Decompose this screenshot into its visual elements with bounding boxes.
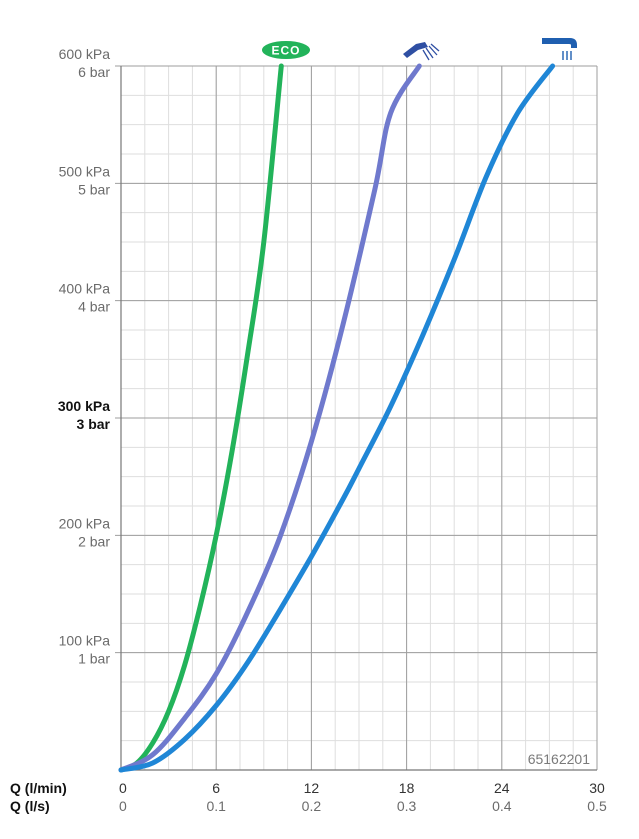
x-tick-label-lmin: 18 xyxy=(399,780,415,796)
bath-spout-icon xyxy=(542,38,577,60)
y-tick-label-kpa: 100 kPa xyxy=(59,633,111,649)
x-axis-label-ls: Q (l/s) xyxy=(10,798,50,814)
x-axis-ticks: 0 0 6 0.1 12 0.2 18 0.3 24 0.4 30 0.5 xyxy=(119,780,607,814)
x-tick-label-ls: 0.3 xyxy=(397,798,417,814)
series-lines xyxy=(118,63,556,773)
x-tick-label-ls: 0.5 xyxy=(587,798,607,814)
y-tick-label-bar: 4 bar xyxy=(78,299,110,315)
y-tick-label-bar: 1 bar xyxy=(78,651,110,667)
eco-label: ECO xyxy=(271,44,300,58)
y-tick-label-bar: 6 bar xyxy=(78,64,110,80)
y-axis-ticks: 100 kPa 1 bar 200 kPa 2 bar 300 kPa 3 bar 400 … xyxy=(58,46,111,667)
eco-badge-icon: ECO xyxy=(262,41,310,59)
y-tick-label-kpa: 300 kPa xyxy=(58,398,110,414)
x-tick-label-ls: 0.1 xyxy=(206,798,226,814)
series-line-eco xyxy=(118,63,284,773)
x-axis-label-lmin: Q (l/min) xyxy=(10,780,67,796)
x-tick-label-lmin: 12 xyxy=(304,780,320,796)
y-tick-label-kpa: 200 kPa xyxy=(59,515,111,531)
y-tick-label-bar: 3 bar xyxy=(77,416,111,432)
x-tick-label-lmin: 6 xyxy=(212,780,220,796)
y-tick-label-kpa: 600 kPa xyxy=(59,46,111,62)
y-tick-label-kpa: 500 kPa xyxy=(59,163,111,179)
x-tick-label-lmin: 24 xyxy=(494,780,510,796)
series-icons: ECO xyxy=(262,38,577,61)
y-tick-label-bar: 2 bar xyxy=(78,533,110,549)
product-code: 65162201 xyxy=(528,751,591,767)
series-line-bath xyxy=(118,63,556,773)
x-tick-label-lmin: 30 xyxy=(589,780,605,796)
x-tick-label-lmin: 0 xyxy=(119,780,127,796)
x-tick-label-ls: 0 xyxy=(119,798,127,814)
shower-spray-icon xyxy=(403,42,440,61)
series-line-shower xyxy=(118,63,422,773)
y-tick-label-kpa: 400 kPa xyxy=(59,281,111,297)
x-tick-label-ls: 0.4 xyxy=(492,798,512,814)
grid-major xyxy=(115,65,598,771)
y-tick-label-bar: 5 bar xyxy=(78,181,110,197)
x-tick-label-ls: 0.2 xyxy=(302,798,322,814)
